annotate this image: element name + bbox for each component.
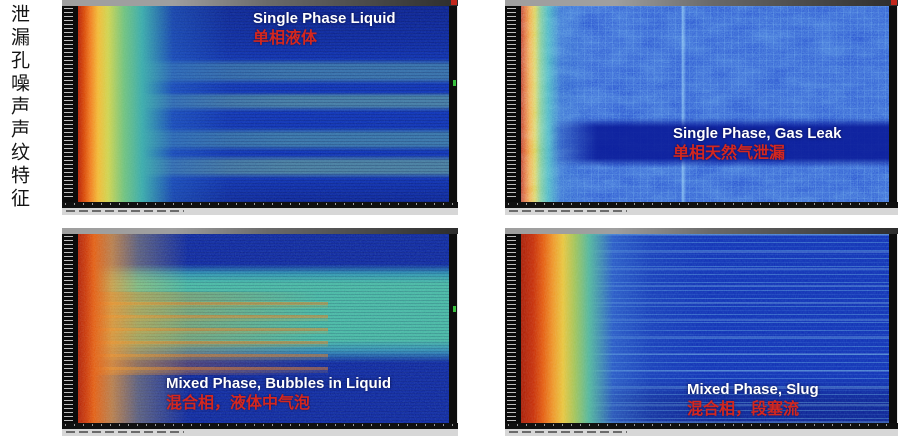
spectrogram-panel-single-phase-liquid: Single Phase Liquid 单相液体	[62, 0, 458, 215]
frequency-axis	[505, 6, 521, 202]
panel-label-zh: 单相天然气泄漏	[673, 143, 786, 163]
spectrogram-display: Mixed Phase, Slug 混合相，段塞流	[521, 234, 889, 423]
spectrogram-panel-mixed-phase-slug: Mixed Phase, Slug 混合相，段塞流	[505, 228, 898, 436]
frequency-axis	[62, 6, 78, 202]
spectrogram-panel-single-phase-gas-leak: Single Phase, Gas Leak 单相天然气泄漏	[505, 0, 898, 215]
panel-right-border	[449, 6, 458, 202]
panel-label-zh: 混合相，液体中气泡	[166, 393, 311, 413]
spectrogram-display: Single Phase, Gas Leak 单相天然气泄漏	[521, 6, 889, 202]
panel-label-zh: 混合相，段塞流	[687, 399, 800, 419]
spectrogram-panel-mixed-phase-bubbles: Mixed Phase, Bubbles in Liquid 混合相，液体中气泡	[62, 228, 458, 436]
panel-label-en: Single Phase Liquid	[253, 10, 396, 27]
status-bar	[62, 429, 458, 436]
panel-label-zh: 单相液体	[253, 28, 318, 48]
speckle-texture	[521, 6, 889, 202]
status-bar	[62, 208, 458, 215]
scroll-marker	[453, 80, 456, 87]
status-bar	[505, 429, 898, 436]
panel-right-border	[889, 6, 898, 202]
scroll-marker	[453, 305, 456, 312]
window-titlebar	[62, 228, 458, 234]
close-button-icon	[451, 0, 457, 5]
panel-right-border	[449, 234, 458, 423]
frequency-axis	[62, 234, 78, 423]
window-titlebar	[62, 0, 458, 6]
time-axis	[505, 202, 898, 208]
time-axis	[505, 423, 898, 429]
panel-label-en: Single Phase, Gas Leak	[673, 125, 842, 142]
status-bar	[505, 208, 898, 215]
frequency-axis	[505, 234, 521, 423]
spectrogram-display: Single Phase Liquid 单相液体	[78, 6, 449, 202]
time-axis	[62, 202, 458, 208]
spectrogram-display: Mixed Phase, Bubbles in Liquid 混合相，液体中气泡	[78, 234, 449, 423]
panel-label-en: Mixed Phase, Bubbles in Liquid	[166, 375, 392, 392]
window-titlebar	[505, 228, 898, 234]
window-titlebar	[505, 0, 898, 6]
panel-right-border	[889, 234, 898, 423]
panel-label-en: Mixed Phase, Slug	[687, 381, 819, 398]
figure-side-caption: 泄漏孔噪声声纹特征	[8, 4, 30, 211]
time-axis	[62, 423, 458, 429]
close-button-icon	[891, 0, 897, 5]
